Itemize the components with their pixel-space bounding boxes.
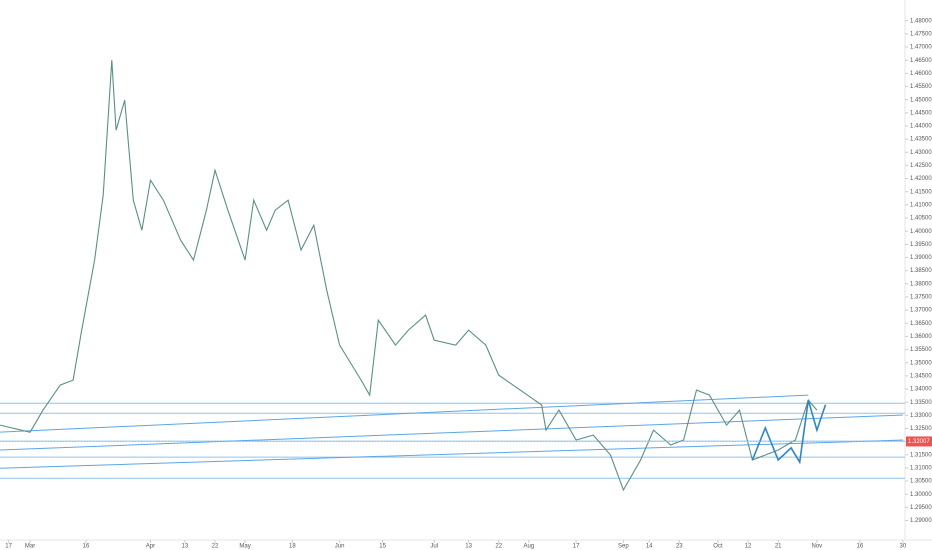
y-tick-label: 1.44500: [910, 110, 932, 116]
x-tick-label: Oct: [713, 544, 723, 550]
x-tick-label: 21: [775, 544, 782, 550]
x-tick-label: 17: [573, 544, 580, 550]
y-tick-label: 1.37000: [910, 308, 932, 314]
x-tick-label: 22: [212, 544, 219, 550]
x-tick-label: Nov: [812, 544, 823, 550]
x-tick-label: 13: [465, 544, 472, 550]
x-tick-label: 16: [83, 544, 90, 550]
y-tick-label: 1.42000: [910, 176, 932, 182]
y-tick-label: 1.35000: [910, 360, 932, 366]
y-tick-label: 1.29500: [910, 505, 932, 511]
y-tick-label: 1.39500: [910, 242, 932, 248]
y-tick-label: 1.33000: [910, 413, 932, 419]
y-tick-label: 1.44000: [910, 124, 932, 130]
y-tick-label: 1.40000: [910, 229, 932, 235]
x-tick-label: Jun: [335, 544, 345, 550]
y-tick-label: 1.42500: [910, 163, 932, 169]
y-tick-label: 1.34000: [910, 387, 932, 393]
x-tick-label: Jul: [430, 544, 438, 550]
trend-line: [0, 394, 809, 433]
y-tick-label: 1.45500: [910, 84, 932, 90]
x-tick-label: Aug: [523, 544, 534, 550]
x-tick-label: 16: [857, 544, 864, 550]
x-tick-label: 14: [646, 544, 653, 550]
y-tick-label: 1.41500: [910, 189, 932, 195]
x-tick-label: 15: [379, 544, 386, 550]
x-tick-label: 12: [745, 544, 752, 550]
x-tick-label: 30: [900, 544, 907, 550]
x-tick-label: 13: [182, 544, 189, 550]
y-tick-label: 1.31500: [910, 452, 932, 458]
x-tick-label: 17: [5, 544, 12, 550]
y-tick-label: 1.36500: [910, 321, 932, 327]
y-tick-label: 1.47500: [910, 32, 932, 38]
x-tick-label: 23: [676, 544, 683, 550]
projection-path: [751, 399, 827, 465]
x-tick-label: Apr: [146, 544, 155, 550]
y-tick-label: 1.38500: [910, 268, 932, 274]
y-tick-label: 1.43000: [910, 150, 932, 156]
x-tick-label: 18: [289, 544, 296, 550]
y-tick-label: 1.48000: [910, 18, 932, 24]
y-tick-label: 1.40500: [910, 216, 932, 222]
y-tick-label: 1.29000: [910, 518, 932, 524]
y-tick-label: 1.30000: [910, 492, 932, 498]
last-price-box: [906, 436, 932, 447]
trend-line: [0, 439, 903, 469]
y-tick-label: 1.41000: [910, 202, 932, 208]
x-tick-label: Mar: [25, 544, 35, 550]
y-tick-label: 1.38000: [910, 281, 932, 287]
y-tick-label: 1.31000: [910, 466, 932, 472]
y-tick-label: 1.37500: [910, 295, 932, 301]
x-tick-label: 22: [495, 544, 502, 550]
y-tick-label: 1.43500: [910, 137, 932, 143]
x-tick-label: May: [239, 544, 250, 550]
y-tick-label: 1.34500: [910, 373, 932, 379]
y-tick-label: 1.36000: [910, 334, 932, 340]
y-tick-label: 1.46000: [910, 71, 932, 77]
y-tick-label: 1.39000: [910, 255, 932, 261]
y-tick-label: 1.30500: [910, 479, 932, 485]
y-tick-label: 1.46500: [910, 58, 932, 64]
y-tick-label: 1.32500: [910, 426, 932, 432]
trend-line: [0, 414, 903, 451]
y-tick-label: 1.47000: [910, 45, 932, 51]
y-tick-label: 1.33500: [910, 400, 932, 406]
y-tick-label: 1.35500: [910, 347, 932, 353]
last-price-label: 1.32007: [908, 439, 930, 445]
y-tick-label: 1.45000: [910, 97, 932, 103]
x-tick-label: Sep: [618, 544, 629, 550]
price-line: [0, 60, 818, 492]
